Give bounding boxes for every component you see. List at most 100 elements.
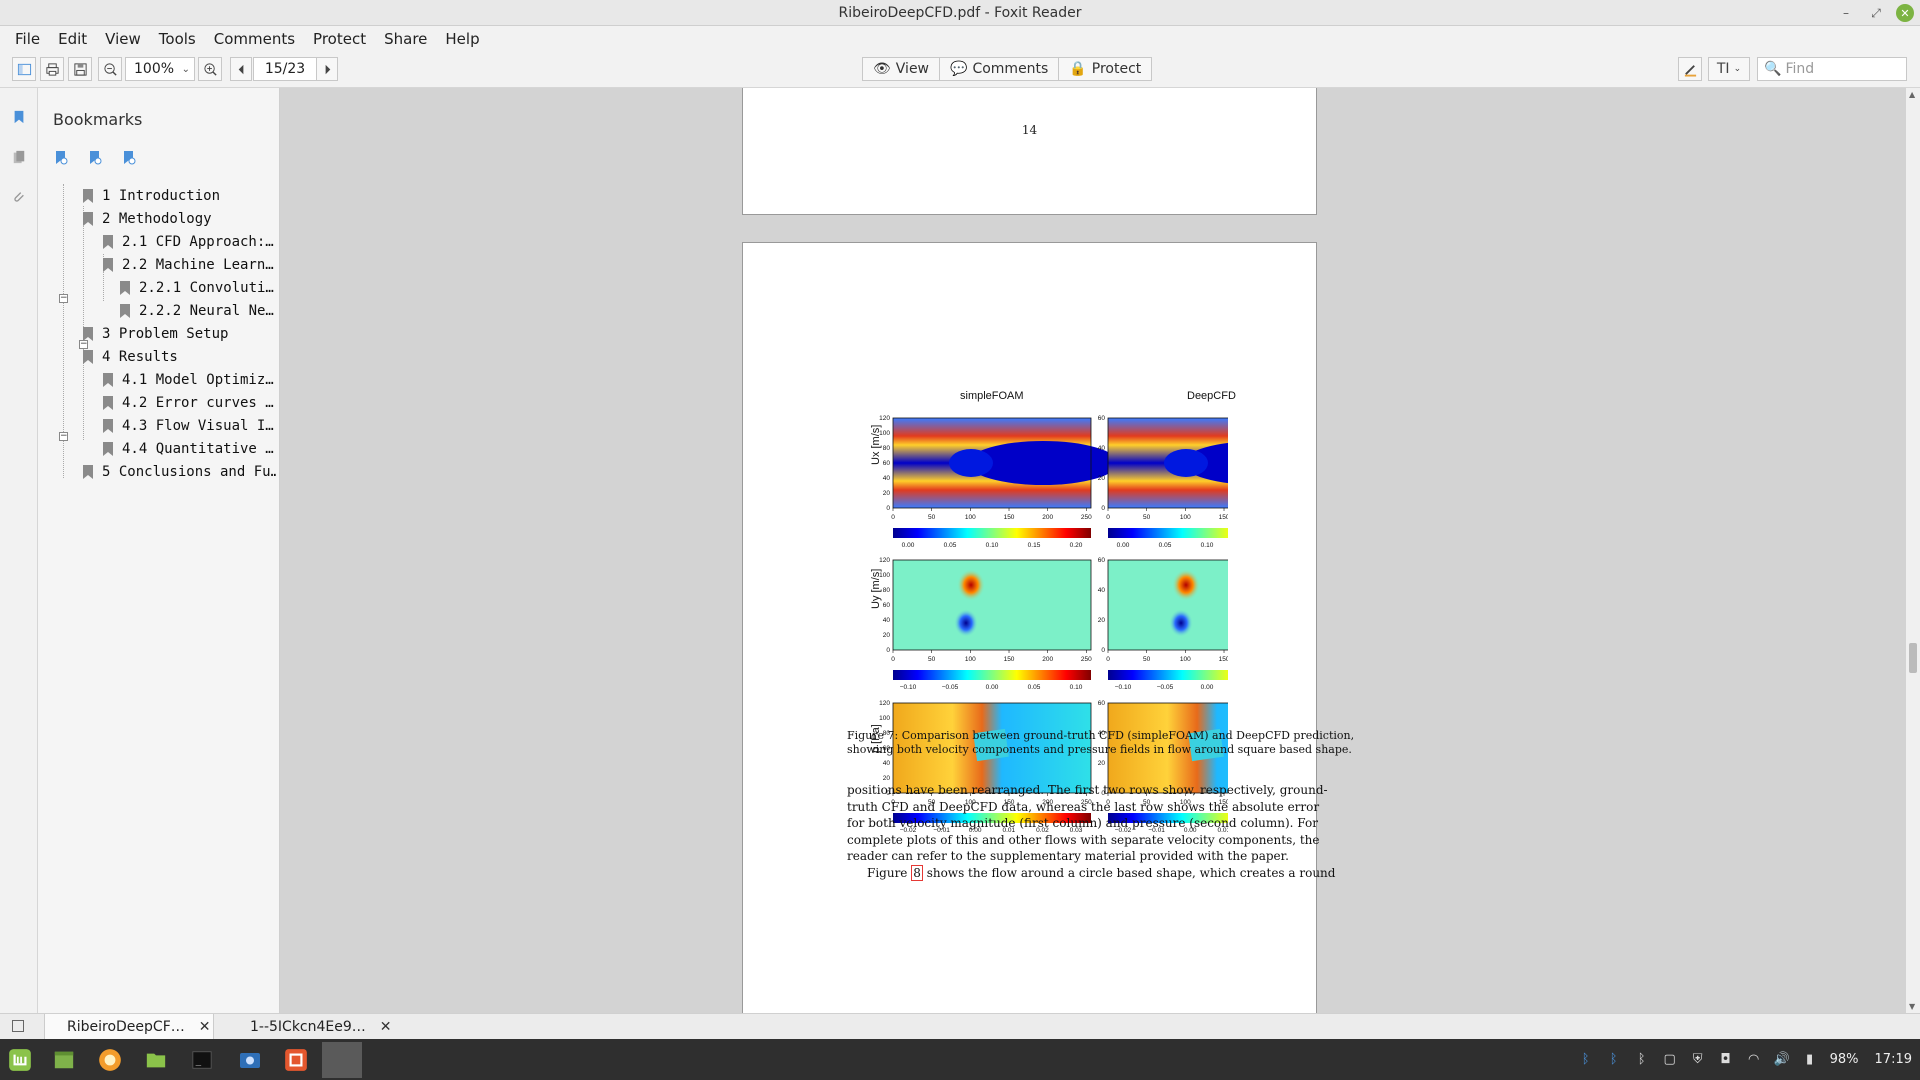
menu-protect[interactable]: Protect [313,30,367,48]
bookmark-item[interactable]: 2.2 Machine Learn… [103,253,276,276]
bookmark-item[interactable]: 2 Methodology [83,207,276,230]
menu-view[interactable]: View [105,30,141,48]
comments-mode-button[interactable]: 💬 Comments [940,58,1060,80]
pages-panel-icon[interactable] [10,148,28,166]
close-icon[interactable]: ✕ [1896,4,1914,22]
tab-ribeirodeepcfd[interactable]: RibeiroDeepCF… ✕ [44,1014,214,1040]
x-tick-label: 0 [1106,656,1110,663]
zoom-select[interactable]: 100% ⌄ [125,57,195,81]
bookmark-label: 5 Conclusions and Fu… [102,463,276,480]
zoom-in-icon[interactable] [198,57,222,81]
menu-help[interactable]: Help [445,30,480,48]
obstacle-region [1164,449,1208,477]
firefox-icon[interactable] [92,1042,128,1078]
colorbar-tick-label: −0.02 [900,827,917,834]
bookmark-item[interactable]: 4.1 Model Optimiz… [103,368,276,391]
colorbar-tick-label: 0.10 [1070,684,1083,691]
vertical-scrollbar[interactable]: ▲ ▼ [1906,88,1920,1013]
maximize-icon[interactable]: ⤢ [1871,5,1881,20]
y-tick-label: 100 [879,715,890,722]
bookmark-icon [83,211,93,226]
bookmark-item[interactable]: 4 Results [83,345,276,368]
wake-region [968,441,1118,485]
menu-tools[interactable]: Tools [158,30,196,48]
menu-edit[interactable]: Edit [58,30,88,48]
scroll-down-icon[interactable]: ▼ [1909,1002,1916,1011]
obstacle-region [949,449,993,477]
bluetooth-icon[interactable]: ᛒ [1637,1052,1646,1067]
find-input[interactable]: 🔍 Find [1757,57,1907,81]
colorbar-tick-label: 0.00 [902,542,915,549]
print-icon[interactable] [40,57,64,81]
bookmark-item[interactable]: 2.2.2 Neural Ne… [120,299,276,322]
minimize-icon[interactable]: – [1843,6,1849,20]
highlight-pen-icon[interactable] [1678,57,1702,81]
sidebar-toggle-icon[interactable] [12,57,36,81]
screen-icon[interactable]: ◘ [1720,1052,1731,1067]
text-select-tool[interactable]: TI ⌄ [1708,57,1750,81]
restore-icon[interactable] [12,1020,24,1032]
plot-frame [1107,702,1228,794]
tab-second-document[interactable]: 1--5ICkcn4Ee9… ✕ [228,1014,398,1040]
y-tick-label: 80 [883,730,891,737]
scroll-up-icon[interactable]: ▲ [1909,90,1916,99]
close-tab-icon[interactable]: ✕ [379,1019,392,1035]
bookmark-item[interactable]: 5 Conclusions and Fu… [83,460,276,483]
document-viewer[interactable]: 14 simpleFOAM DeepCFD Ux [m/s] Uy [m/s] … [281,88,1906,1013]
terminal-icon[interactable]: _ [184,1042,220,1078]
toolbar: 100% ⌄ 15/23 👁 View 💬 Comments 🔒 Protect… [0,53,1920,88]
next-page-icon[interactable] [316,57,338,81]
zoom-out-icon[interactable] [98,57,122,81]
show-desktop-icon[interactable] [46,1042,82,1078]
shield-icon[interactable]: ⛨ [1692,1052,1703,1067]
document-tabs: RibeiroDeepCF… ✕ 1--5ICkcn4Ee9… ✕ [0,1013,1920,1040]
bookmark-item[interactable]: 4.2 Error curves … [103,391,276,414]
collapse-results-icon[interactable]: − [59,431,68,441]
bookmark-item[interactable]: 1 Introduction [83,184,276,207]
plot-frame [892,559,1092,651]
body-line-6: Figure 8 shows the flow around a circle … [847,864,1335,882]
delete-bookmark-icon[interactable] [87,150,103,166]
save-icon[interactable] [68,57,92,81]
screenshot-icon[interactable] [232,1042,268,1078]
wifi-icon[interactable]: ◠ [1747,1052,1760,1067]
menu-comments[interactable]: Comments [213,30,296,48]
bookmark-panel-icon[interactable] [10,108,28,126]
bookmark-item[interactable]: 2.2.1 Convoluti… [120,276,276,299]
colorbar-tick-label: 0.00 [969,827,982,834]
foxit-reader-icon[interactable] [278,1042,314,1078]
battery-icon[interactable]: ▮ [1806,1052,1814,1067]
close-tab-icon[interactable]: ✕ [198,1019,211,1035]
page-number-input[interactable]: 15/23 [253,57,317,81]
plot-frame [892,702,1092,794]
bluetooth-icon[interactable]: ᛒ [1609,1052,1618,1067]
clipboard-icon[interactable]: ▢ [1663,1052,1676,1067]
y-tick-label: 20 [1098,760,1106,767]
collapse-methodology-icon[interactable]: − [59,293,68,303]
expand-bookmark-icon[interactable] [53,150,69,166]
add-bookmark-icon[interactable] [121,150,137,166]
attachment-icon[interactable] [10,188,28,206]
scrollbar-thumb[interactable] [1909,643,1917,673]
bookmark-item[interactable]: 2.1 CFD Approach:… [103,230,276,253]
prev-page-icon[interactable] [230,57,252,81]
colorbar-tick-label: 0.20 [1070,542,1083,549]
menu-share[interactable]: Share [384,30,428,48]
volume-icon[interactable]: 🔊 [1773,1052,1790,1067]
menu-bar: File Edit View Tools Comments Protect Sh… [0,26,1920,53]
bluetooth-icon[interactable]: ᛒ [1581,1052,1590,1067]
bookmark-item[interactable]: 4.4 Quantitative … [103,437,276,460]
collapse-machine-learning-icon[interactable]: − [79,339,88,349]
colorbar-tick-label: 0.01 [1217,827,1228,834]
bookmark-item[interactable]: 4.3 Flow Visual I… [103,414,276,437]
view-mode-button[interactable]: 👁 View [863,58,941,80]
menu-file[interactable]: File [15,30,41,48]
bookmark-item[interactable]: 3 Problem Setup [83,322,276,345]
files-icon[interactable] [138,1042,174,1078]
figure-8-link[interactable]: 8 [911,864,923,881]
clock[interactable]: 17:19 [1874,1052,1912,1067]
protect-mode-button[interactable]: 🔒 Protect [1059,58,1151,80]
bookmark-label: 4.4 Quantitative … [122,440,274,457]
active-window-button[interactable] [322,1042,362,1078]
mint-menu-icon[interactable] [2,1042,38,1078]
